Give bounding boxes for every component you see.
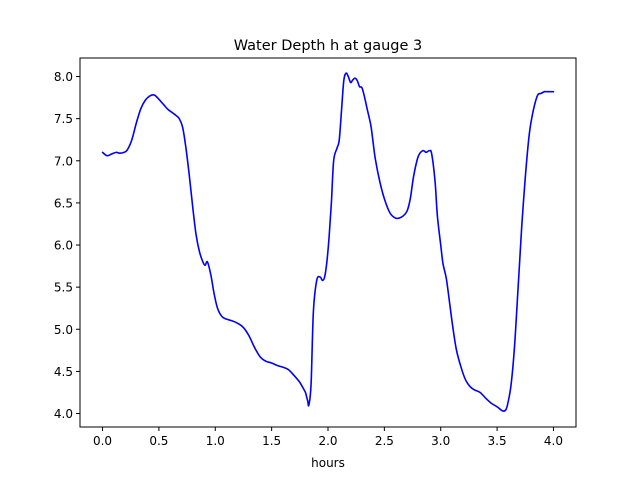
y-tick-label: 7.0	[54, 154, 73, 168]
x-tick-label: 3.0	[431, 434, 450, 448]
x-tick-label: 2.0	[318, 434, 337, 448]
x-tick-label: 4.0	[544, 434, 563, 448]
y-tick-label: 6.5	[54, 196, 73, 210]
series-line-0	[101, 72, 555, 412]
series-layer	[101, 72, 555, 412]
chart-title: Water Depth h at gauge 3	[234, 38, 422, 54]
y-tick-label: 5.0	[54, 323, 73, 337]
x-axis-ticks: 0.0 0.5 1.0 1.5 2.0 2.5 3.0 3.5 4.0	[93, 427, 563, 448]
x-tick-label: 2.5	[375, 434, 394, 448]
x-axis-label: hours	[311, 456, 345, 470]
x-tick-label: 1.5	[262, 434, 281, 448]
y-tick-label: 4.0	[54, 407, 73, 421]
y-tick-label: 7.5	[54, 112, 73, 126]
y-tick-label: 8.0	[54, 70, 73, 84]
x-tick-label: 3.5	[488, 434, 507, 448]
y-axis-ticks: 4.0 4.5 5.0 5.5 6.0 6.5 7.0 7.5 8.0	[54, 70, 80, 421]
x-tick-label: 1.0	[206, 434, 225, 448]
y-tick-label: 4.5	[54, 365, 73, 379]
plot-area-frame	[79, 57, 577, 428]
x-tick-label: 0.0	[93, 434, 112, 448]
x-tick-label: 0.5	[149, 434, 168, 448]
y-tick-label: 5.5	[54, 281, 73, 295]
y-tick-label: 6.0	[54, 239, 73, 253]
